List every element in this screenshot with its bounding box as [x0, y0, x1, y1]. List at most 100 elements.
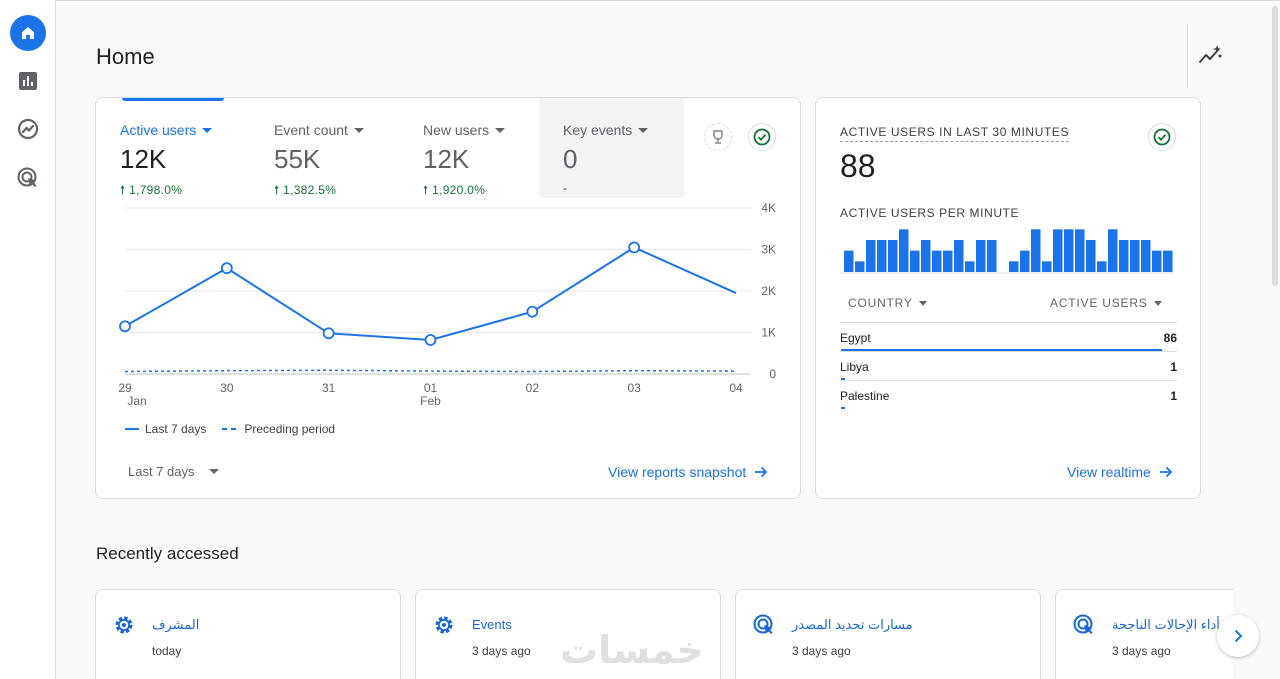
- chevron-down-icon: [638, 127, 649, 133]
- series-line-last-7-days: [124, 246, 737, 341]
- advertising-icon: [1073, 614, 1093, 634]
- y-tick-label: 4K: [761, 201, 776, 215]
- active-metric-indicator: [122, 98, 224, 101]
- metric-active-users[interactable]: Active users 12K 🠕 1,798.0%: [120, 122, 260, 202]
- realtime-status-badge[interactable]: [1148, 123, 1176, 151]
- advertising-icon: [17, 167, 37, 187]
- country-name: Palestine: [840, 389, 890, 403]
- minute-bar: [899, 229, 909, 272]
- country-users: 86: [1163, 331, 1177, 345]
- minute-bar: [932, 250, 942, 272]
- share-bar: [841, 378, 845, 380]
- legend-preceding-period: Preceding period: [244, 422, 336, 436]
- metric-key-events[interactable]: Key events 0 -: [539, 98, 684, 198]
- arrow-right-icon: [1159, 466, 1173, 478]
- minute-bar: [1075, 229, 1085, 272]
- legend-last-7-days: Last 7 days: [145, 422, 207, 436]
- view-reports-snapshot-link[interactable]: View reports snapshot: [608, 464, 768, 480]
- active-users-column-header[interactable]: ACTIVE USERS: [1050, 296, 1162, 310]
- recent-item-name: أداء الإحالات الناجحة: [1112, 617, 1220, 632]
- recent-item[interactable]: Events 3 days ago: [415, 589, 721, 679]
- nav-explore-button[interactable]: [16, 117, 40, 141]
- minute-bar: [855, 261, 865, 272]
- data-point: [119, 320, 131, 333]
- header-label: COUNTRY: [848, 296, 913, 310]
- x-tick-label: 31: [322, 381, 336, 395]
- data-point: [220, 262, 233, 275]
- metric-new-users-change: 🠕 1,920.0%: [423, 183, 486, 197]
- page-title: Home: [96, 44, 155, 69]
- minute-bar: [987, 239, 997, 272]
- recent-item-name: Events: [472, 617, 512, 632]
- minute-bar: [1009, 261, 1019, 272]
- trophy-icon: [713, 130, 723, 144]
- data-status-badge[interactable]: [748, 123, 776, 151]
- metric-new-users[interactable]: New users 12K 🠕 1,920.0%: [423, 122, 563, 202]
- minute-bar: [888, 239, 898, 272]
- minute-bar: [965, 261, 975, 272]
- minute-bar: [877, 239, 887, 272]
- minute-bar: [1064, 229, 1074, 272]
- home-icon: [22, 27, 34, 39]
- insights-button[interactable]: [1198, 44, 1224, 68]
- minute-bar: [921, 239, 931, 272]
- minute-bar: [1031, 229, 1041, 272]
- page-scrollbar[interactable]: [1272, 6, 1278, 286]
- date-range-select[interactable]: Last 7 days: [128, 464, 219, 479]
- chevron-down-icon: [495, 127, 506, 133]
- metric-key-events-value: 0: [563, 144, 578, 174]
- minute-bar: [1097, 261, 1107, 272]
- metric-new-users-label[interactable]: New users: [423, 122, 563, 138]
- reports-icon: [19, 72, 37, 90]
- data-point: [424, 334, 437, 346]
- chart-legend: Last 7 days Preceding period: [125, 422, 335, 436]
- table-row: Palestine 1: [840, 381, 1177, 410]
- chevron-right-icon: [1234, 629, 1243, 643]
- recent-item-time: 3 days ago: [472, 644, 531, 658]
- realtime-title[interactable]: ACTIVE USERS IN LAST 30 MINUTES: [840, 125, 1070, 142]
- nav-home-button[interactable]: [10, 15, 46, 51]
- metric-label: Event count: [274, 122, 348, 138]
- achievement-badge[interactable]: [704, 123, 732, 151]
- country-users: 1: [1170, 360, 1177, 374]
- metric-key-events-inner: Key events 0 -: [563, 122, 703, 195]
- metric-key-events-label[interactable]: Key events: [563, 122, 703, 138]
- overview-card: Active users 12K 🠕 1,798.0% Event count …: [95, 97, 801, 499]
- recent-item[interactable]: أداء الإحالات الناجحة 3 days ago: [1055, 589, 1233, 679]
- y-tick-label: 1K: [761, 326, 776, 340]
- advertising-icon: [753, 614, 773, 634]
- chevron-down-icon: [202, 127, 213, 133]
- change-value: 1,382.5%: [283, 183, 337, 197]
- minute-bar: [1053, 229, 1063, 272]
- view-realtime-link[interactable]: View realtime: [1067, 464, 1173, 480]
- check-circle-icon: [1153, 128, 1171, 146]
- recent-item-time: today: [152, 644, 182, 658]
- metric-event-count-label[interactable]: Event count: [274, 122, 414, 138]
- change-value: 1,920.0%: [432, 183, 486, 197]
- country-column-header[interactable]: COUNTRY: [848, 296, 927, 310]
- metric-event-count-change: 🠕 1,382.5%: [274, 183, 337, 197]
- carousel-next-button[interactable]: [1217, 615, 1259, 657]
- nav-reports-button[interactable]: [16, 69, 40, 93]
- watermark-logo: خمسات: [560, 628, 704, 672]
- gear-icon: [115, 616, 133, 634]
- x-tick-label: 30: [220, 381, 234, 395]
- metric-label: Active users: [120, 122, 197, 138]
- realtime-value: 88: [840, 148, 876, 184]
- share-bar: [841, 407, 845, 409]
- metric-active-users-label[interactable]: Active users: [120, 122, 260, 138]
- recent-item-time: 3 days ago: [1112, 644, 1171, 658]
- table-row: Libya 1: [840, 352, 1177, 381]
- y-tick-label: 2K: [761, 284, 776, 298]
- nav-advertising-button[interactable]: [16, 166, 40, 190]
- recent-item[interactable]: المشرف today: [95, 589, 401, 679]
- recent-item[interactable]: مسارات تحديد المصدر 3 days ago: [735, 589, 1041, 679]
- minute-bar: [1130, 239, 1140, 272]
- minute-bar: [1086, 239, 1096, 272]
- data-point: [322, 327, 335, 340]
- metric-label: Key events: [563, 122, 633, 138]
- metric-event-count[interactable]: Event count 55K 🠕 1,382.5%: [274, 122, 414, 202]
- x-tick-sublabel: Feb: [420, 394, 441, 408]
- recent-item-name: مسارات تحديد المصدر: [792, 617, 913, 632]
